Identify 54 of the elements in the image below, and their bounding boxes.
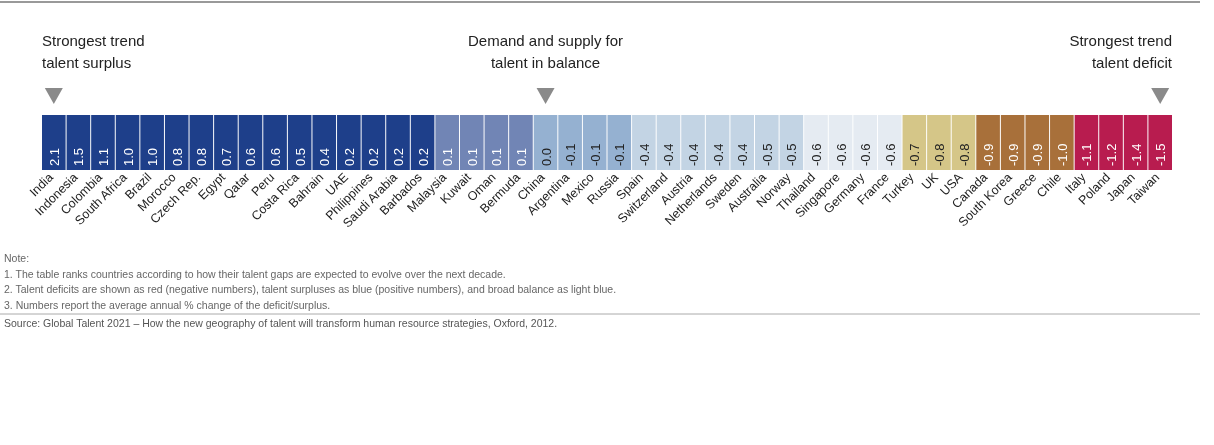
data-label: 0.1 [489, 147, 505, 166]
data-label: 0.8 [169, 147, 185, 166]
data-label: 0.7 [218, 147, 234, 166]
data-label: 0.2 [366, 147, 382, 166]
data-label: -0.4 [661, 143, 677, 166]
data-label: 1.5 [71, 147, 87, 166]
source-note: Source: Global Talent 2021 – How the new geography of talent will transform human resource strategies, Oxford, 2012. [4, 317, 558, 329]
data-label: 0.6 [268, 147, 284, 166]
data-label: -0.6 [833, 143, 849, 166]
data-label: 0.2 [391, 147, 407, 166]
data-label: -1.0 [1054, 143, 1070, 166]
data-label: -1.4 [1128, 143, 1144, 166]
data-label: -0.9 [1030, 143, 1046, 166]
data-label: -0.6 [882, 143, 898, 166]
data-label: -0.6 [858, 143, 874, 166]
data-label: -0.8 [931, 143, 947, 166]
data-label: -0.4 [735, 143, 751, 166]
data-label: 1.0 [120, 147, 136, 166]
text: 3. Numbers report the average annual % change of the deficit/surplus. [4, 298, 331, 311]
data-label: -0.5 [784, 143, 800, 166]
data-label: 0.8 [194, 147, 210, 166]
data-label: -0.6 [808, 143, 824, 166]
data-label: -0.1 [563, 143, 579, 166]
data-label: -0.1 [612, 143, 628, 166]
data-label: 1.1 [95, 147, 111, 166]
data-label: 0.4 [317, 147, 333, 166]
data-label: -0.9 [1005, 143, 1021, 166]
data-label: -1.1 [1079, 143, 1095, 166]
data-label: -0.9 [981, 143, 997, 166]
data-label: 0.1 [440, 147, 456, 166]
data-label: -0.5 [759, 143, 775, 166]
data-label: 0.1 [513, 147, 529, 166]
text: Strongest trend talent deficit [1069, 32, 1173, 71]
data-label: 2.1 [46, 147, 62, 166]
data-label: 0.0 [538, 147, 554, 166]
data-label: 0.2 [415, 147, 431, 166]
data-label: -1.5 [1153, 143, 1169, 166]
data-label: -0.4 [710, 143, 726, 166]
data-label: 0.6 [243, 147, 259, 166]
data-label: 0.1 [464, 147, 480, 166]
text: Strongest trend talent surplus [42, 32, 145, 71]
text: Note: [4, 252, 30, 264]
data-label: -1.2 [1104, 143, 1120, 166]
data-label: -0.4 [686, 143, 702, 166]
text: Demand and supply for talent in balance [467, 32, 624, 71]
data-label: 0.2 [341, 147, 357, 166]
data-label: -0.7 [907, 143, 923, 166]
text: 2. Talent deficits are shown as red (negative numbers), talent surpluses as blue (positive numbers), and broad balance as light blue. [4, 283, 617, 295]
data-label: -0.8 [956, 143, 972, 166]
data-label: -0.1 [587, 143, 603, 166]
data-label: 1.0 [145, 147, 161, 166]
data-label: -0.4 [636, 143, 652, 166]
text: 1. The table ranks countries according to how their talent gaps are expected to evolve over the next decade. [4, 267, 506, 280]
data-label: 0.5 [292, 147, 308, 166]
